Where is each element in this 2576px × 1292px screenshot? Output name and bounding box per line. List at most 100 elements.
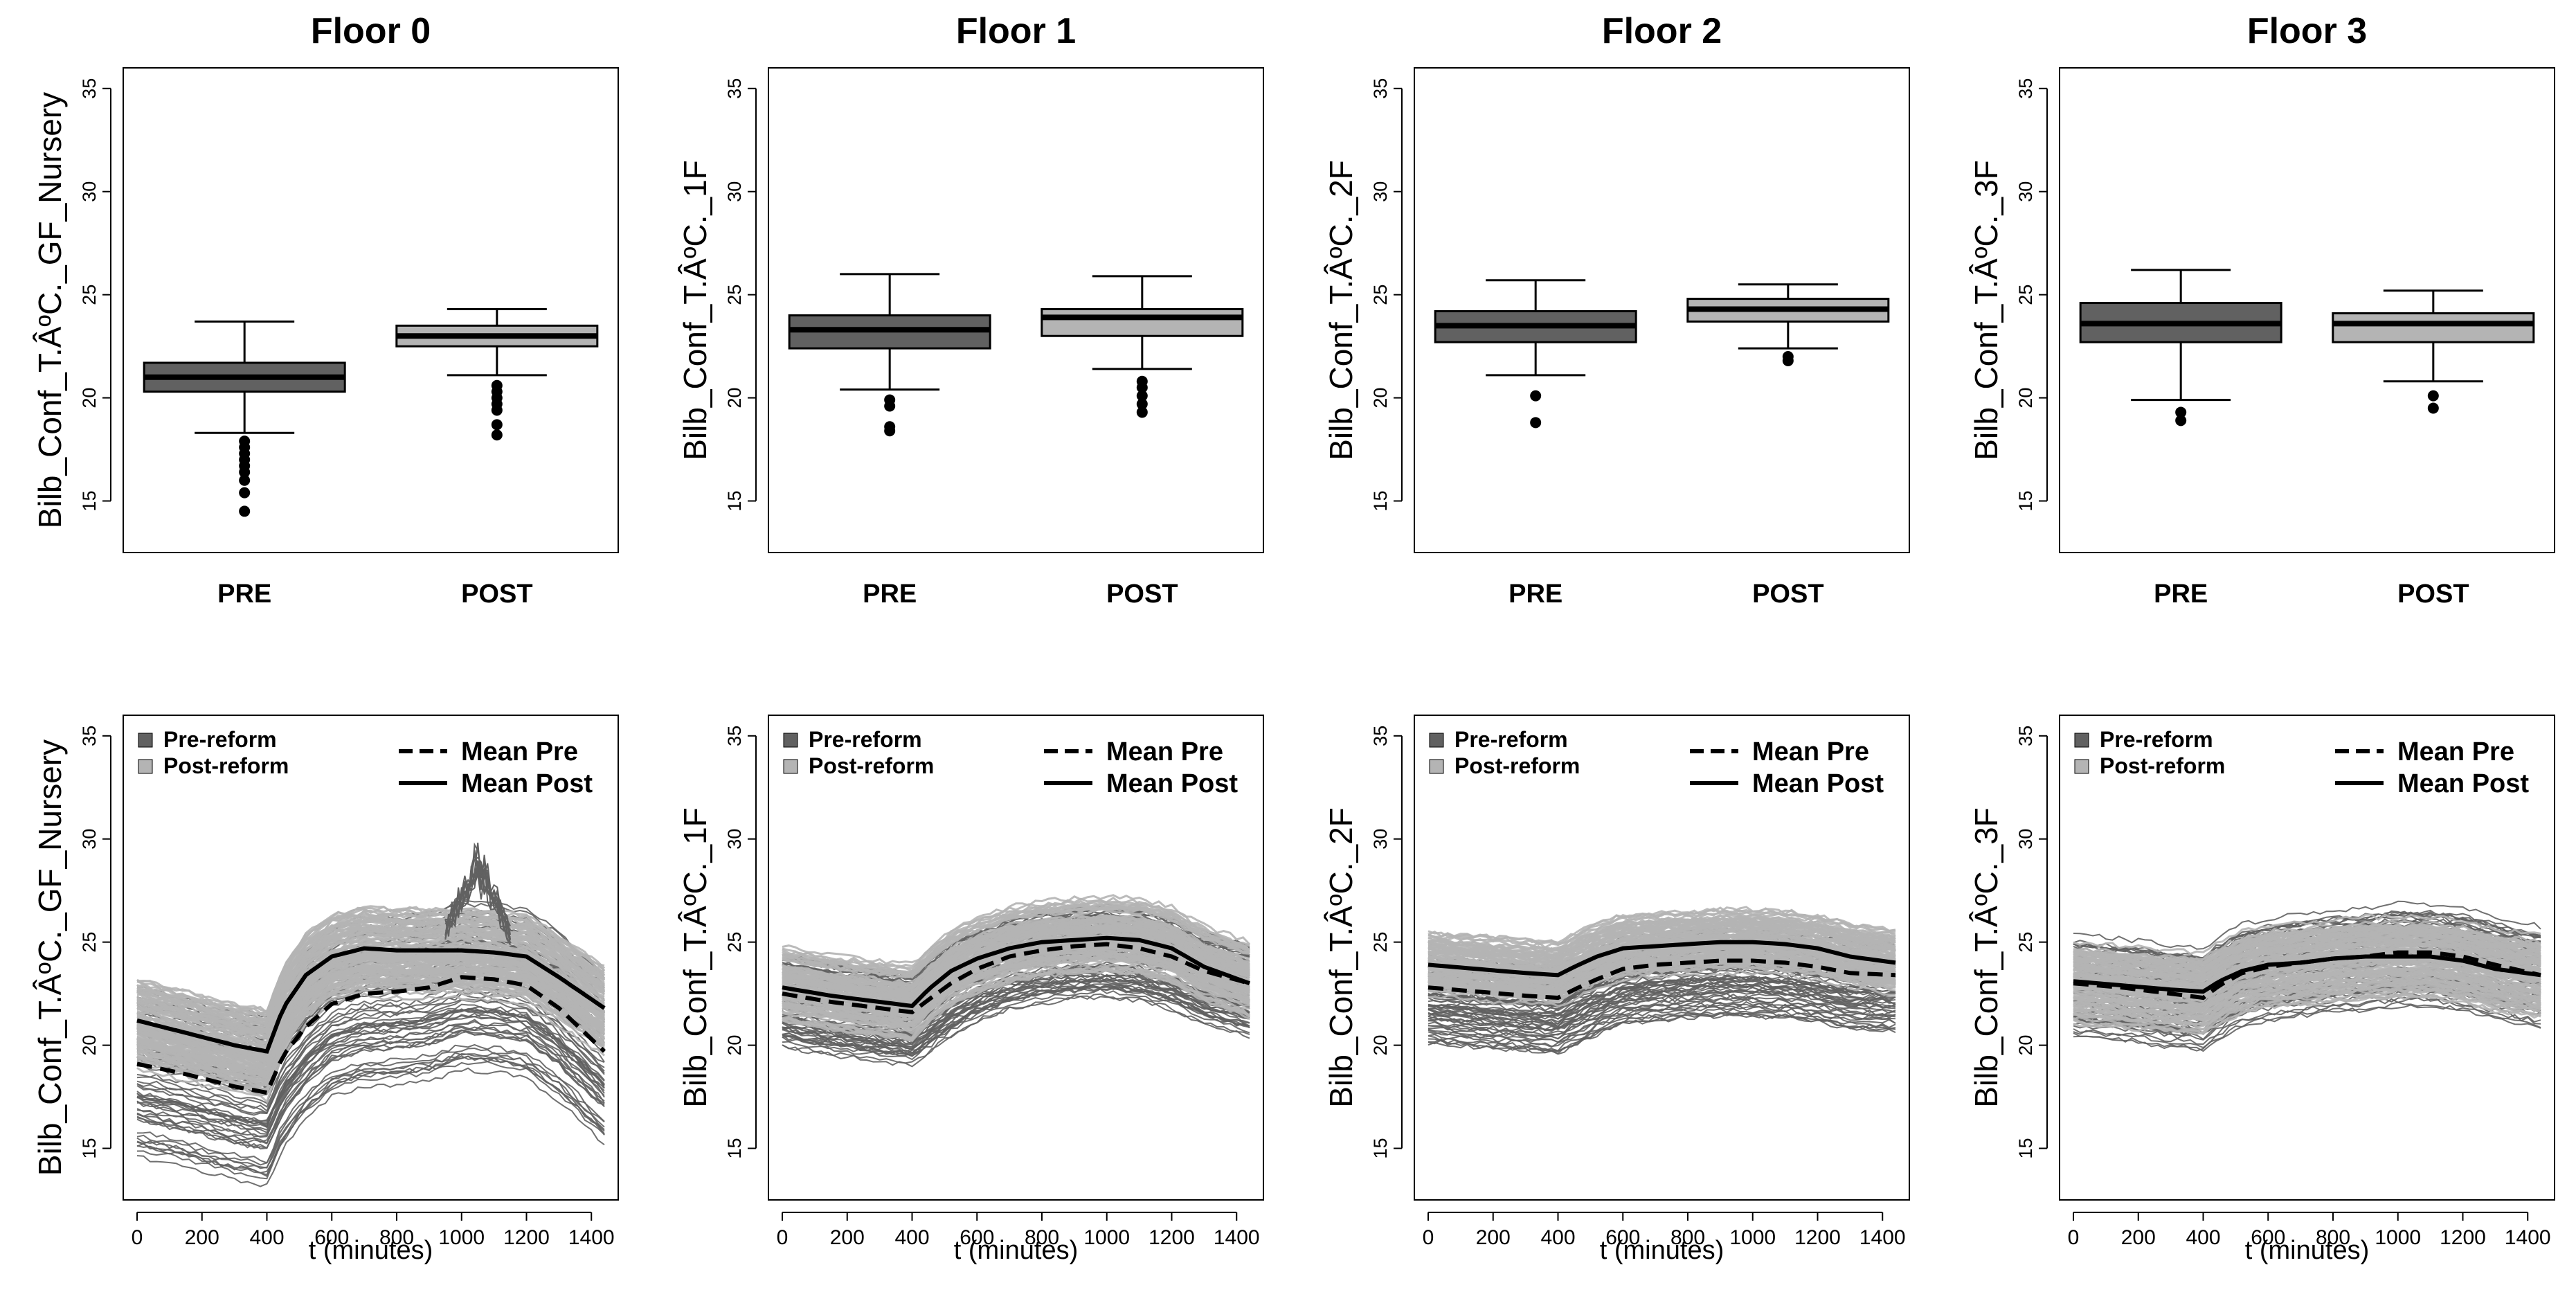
x-tick-label: 200 [1476, 1226, 1511, 1249]
y-tick-label: 15 [1370, 491, 1391, 512]
x-axis-label: t (minutes) [309, 1236, 433, 1265]
x-tick-label: 1400 [2505, 1226, 2551, 1249]
y-tick-label: 35 [2015, 78, 2036, 99]
profile-line [2073, 996, 2541, 1046]
profile-line [1427, 993, 1896, 1037]
profile-line [782, 995, 1250, 1068]
profile-line [136, 906, 605, 1013]
profile-line [136, 992, 606, 1104]
profile-line [136, 1019, 605, 1138]
y-tick-label: 15 [724, 491, 745, 512]
y-tick-label: 20 [1370, 388, 1391, 409]
x-tick-label: 400 [1540, 1226, 1575, 1249]
profile-line [136, 925, 605, 1033]
profile-line [2073, 946, 2541, 988]
y-tick-label: 20 [2015, 388, 2036, 409]
box-post [2332, 289, 2535, 414]
x-tick-label: 600 [1605, 1226, 1640, 1249]
legend-pre-label: Pre-reform [2100, 727, 2213, 752]
y-tick-label: 25 [79, 932, 100, 953]
boxplot-panel-floor-2: Floor 2 15 20 25 30 35 Bilb_Conf_T.ÂºC._2F PRE P… [1323, 11, 1910, 609]
mean-post-line [2073, 954, 2541, 994]
outlier-point [2175, 406, 2187, 418]
profile-line [782, 925, 1251, 997]
profile-line [136, 928, 605, 1034]
profile-line [2073, 960, 2541, 999]
profile-line [136, 1009, 605, 1127]
profile-line [782, 988, 1250, 1061]
profile-line [2073, 994, 2541, 1035]
panel-title: Floor 0 [311, 11, 431, 51]
profile-line [2073, 913, 2541, 955]
profile-line [2073, 900, 2541, 950]
x-tick-label: 1200 [1149, 1226, 1195, 1249]
y-tick-label: 15 [724, 1138, 745, 1159]
x-tick-label: 800 [2316, 1226, 2350, 1249]
y-axis-label: Bilb_Conf_T.ÂºC._3F [1968, 160, 2004, 460]
y-tick-label: 35 [2015, 726, 2036, 746]
profile-line [1427, 906, 1896, 946]
outlier-point [2175, 415, 2187, 427]
y-axis-label: Bilb_Conf_T.ÂºC._GF_Nursery [32, 92, 68, 528]
x-tick-label: 0 [132, 1226, 143, 1249]
y-axis-label: Bilb_Conf_T.ÂºC._2F [1323, 160, 1359, 460]
profile-line [2073, 986, 2541, 1026]
outlier-point [1136, 406, 1148, 418]
legend-pre-swatch [2074, 733, 2089, 748]
profile-line [136, 1067, 605, 1187]
profile-line [1427, 1012, 1896, 1054]
outlier-point [1136, 390, 1148, 402]
x-tick-label: 1200 [503, 1226, 550, 1249]
outlier-point [491, 429, 503, 441]
profile-line [136, 910, 605, 1021]
x-tick-label: 400 [2186, 1226, 2220, 1249]
iqr-box [2332, 312, 2535, 343]
box-pre [143, 320, 346, 517]
profile-line [2073, 967, 2541, 1008]
plot-frame [123, 67, 619, 553]
profile-line [2073, 935, 2541, 978]
y-tick-label: 15 [1370, 1138, 1391, 1159]
outlier-point [491, 419, 503, 431]
profile-line [782, 905, 1250, 976]
x-tick-label: 0 [777, 1226, 789, 1249]
profile-line [136, 1030, 605, 1150]
y-tick-label: 35 [79, 726, 100, 746]
profile-line [136, 1043, 605, 1164]
y-tick-label: 30 [1370, 829, 1391, 850]
x-tick-label: 1000 [438, 1226, 485, 1249]
y-tick-label: 15 [2015, 491, 2036, 512]
outlier-point [239, 466, 251, 478]
profile-line [782, 919, 1250, 992]
profile-line [136, 918, 606, 1025]
profile-line [1427, 976, 1896, 1016]
legend-mean-post-label: Mean Post [1752, 769, 1884, 798]
x-tick-label: 600 [2251, 1226, 2285, 1249]
legend-mean-post-label: Mean Post [2397, 769, 2529, 798]
y-axis-label: Bilb_Conf_T.ÂºC._GF_Nursery [32, 739, 68, 1176]
y-tick-label: 35 [724, 726, 745, 746]
category-label: POST [1106, 580, 1178, 609]
outlier-point [1136, 382, 1148, 393]
category-label: POST [461, 580, 532, 609]
profile-line [2073, 979, 2541, 1019]
profile-line [1427, 964, 1896, 1003]
profile-line [1427, 944, 1896, 983]
x-tick-label: 400 [249, 1226, 284, 1249]
y-tick-label: 15 [79, 491, 100, 512]
legend-mean-pre-label: Mean Pre [461, 737, 578, 766]
profile-line [2073, 910, 2541, 959]
y-tick-label: 20 [79, 1035, 100, 1056]
x-tick-label: 1400 [568, 1226, 615, 1249]
x-tick-label: 800 [379, 1226, 414, 1249]
y-tick-label: 30 [724, 181, 745, 202]
profile-line [2073, 994, 2541, 1036]
profile-line [782, 974, 1250, 1046]
x-axis-label: t (minutes) [2245, 1236, 2369, 1265]
x-tick-label: 200 [185, 1226, 219, 1249]
peak-spike-lines [444, 842, 512, 946]
y-axis-label: Bilb_Conf_T.ÂºC._1F [677, 160, 713, 460]
y-tick-label: 25 [2015, 285, 2036, 305]
y-tick-label: 15 [79, 1138, 100, 1159]
line-panel-floor-1: 15 20 25 30 35 Bilb_Conf_T.ÂºC._1F 0 200 400 600 8… [677, 715, 1264, 1265]
